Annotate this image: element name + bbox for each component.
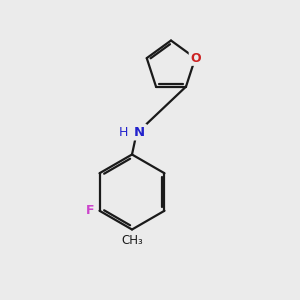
Text: N: N — [134, 125, 145, 139]
Text: O: O — [190, 52, 201, 64]
Text: F: F — [86, 204, 94, 217]
Text: H: H — [119, 125, 129, 139]
Text: CH₃: CH₃ — [121, 233, 143, 247]
